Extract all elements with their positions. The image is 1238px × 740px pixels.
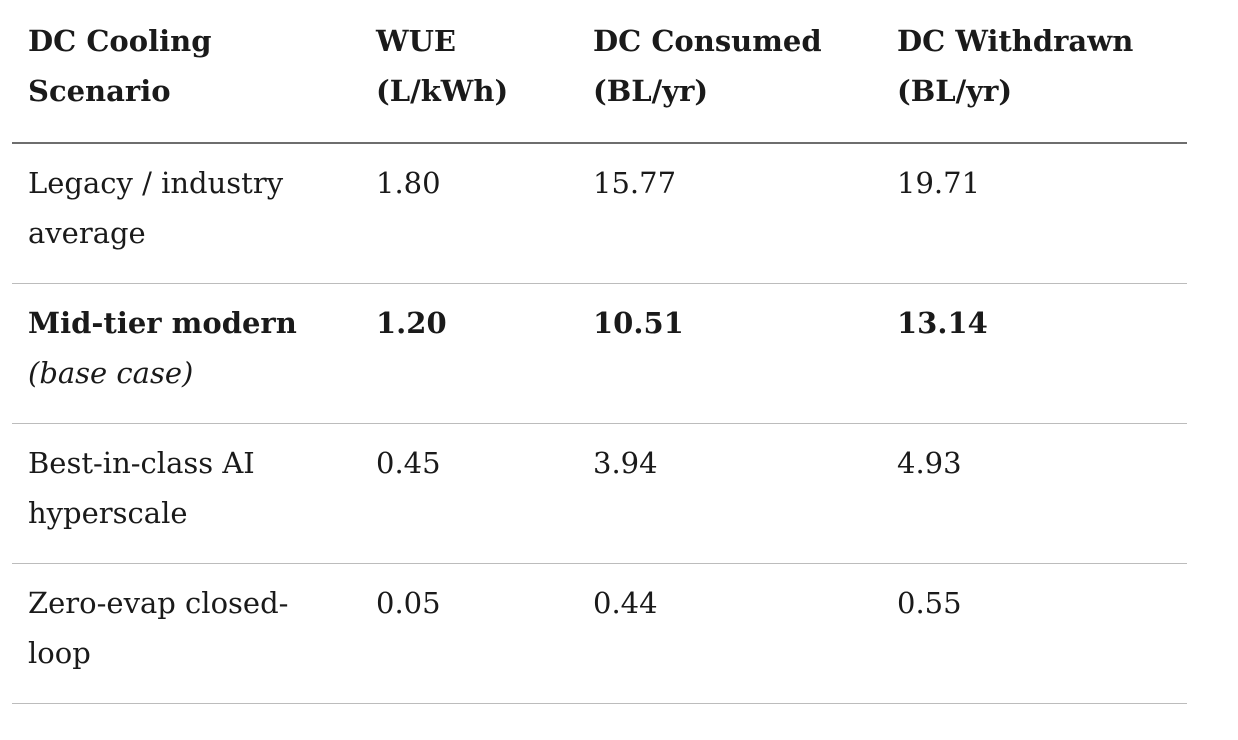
cell-withdrawn: 19.71	[897, 166, 981, 200]
cell-withdrawn: 0.55	[897, 586, 962, 620]
header-row: DC Cooling Scenario WUE (L/kWh) DC Consu…	[12, 0, 1187, 143]
table-row: Zero-evap closed-loop 0.05 0.44 0.55	[12, 564, 1187, 704]
header-label-scenario: DC Cooling Scenario	[28, 24, 212, 108]
header-cell-wue: WUE (L/kWh)	[376, 0, 593, 143]
header-label-consumed: DC Consumed (BL/yr)	[593, 24, 822, 108]
cell-consumed: 10.51	[593, 306, 684, 340]
cell-scenario: Best-in-class AI hyperscale	[12, 424, 376, 564]
table-container: DC Cooling Scenario WUE (L/kWh) DC Consu…	[12, 0, 1187, 704]
scenario-note: (base case)	[28, 356, 194, 390]
header-label-wue: WUE (L/kWh)	[376, 24, 509, 108]
scenario-label: Mid-tier modern	[28, 306, 297, 340]
cell-consumed: 3.94	[593, 446, 658, 480]
scenario-label: Best-in-class AI hyperscale	[28, 446, 255, 530]
cell-withdrawn: 13.14	[897, 306, 988, 340]
cell-wue: 0.45	[376, 446, 441, 480]
cell-scenario: Legacy / industry average	[12, 143, 376, 284]
table-row: Mid-tier modern (base case) 1.20 10.51 1…	[12, 284, 1187, 424]
header-cell-consumed: DC Consumed (BL/yr)	[593, 0, 897, 143]
scenario-label: Zero-evap closed-loop	[28, 586, 289, 670]
header-cell-scenario: DC Cooling Scenario	[12, 0, 376, 143]
table-row: Legacy / industry average 1.80 15.77 19.…	[12, 143, 1187, 284]
cell-consumed: 0.44	[593, 586, 658, 620]
table-row: Best-in-class AI hyperscale 0.45 3.94 4.…	[12, 424, 1187, 564]
cell-wue: 1.80	[376, 166, 441, 200]
cell-wue: 1.20	[376, 306, 447, 340]
cell-scenario: Mid-tier modern (base case)	[12, 284, 376, 424]
cell-withdrawn: 4.93	[897, 446, 962, 480]
cell-wue: 0.05	[376, 586, 441, 620]
cell-scenario: Zero-evap closed-loop	[12, 564, 376, 704]
header-cell-withdrawn: DC Withdrawn (BL/yr)	[897, 0, 1187, 143]
cell-consumed: 15.77	[593, 166, 677, 200]
dc-cooling-scenarios-table: DC Cooling Scenario WUE (L/kWh) DC Consu…	[12, 0, 1187, 704]
header-label-withdrawn: DC Withdrawn (BL/yr)	[897, 24, 1134, 108]
scenario-label: Legacy / industry average	[28, 166, 284, 250]
